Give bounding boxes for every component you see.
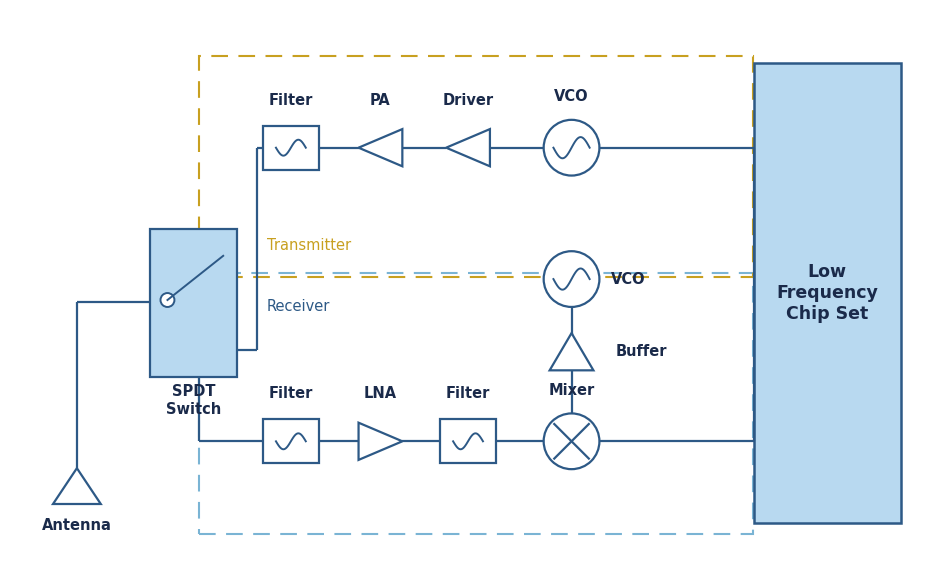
Bar xyxy=(440,419,496,463)
Circle shape xyxy=(543,413,599,469)
Circle shape xyxy=(543,120,599,176)
Text: Buffer: Buffer xyxy=(616,344,667,359)
Text: Receiver: Receiver xyxy=(267,299,331,315)
Text: Antenna: Antenna xyxy=(42,518,112,534)
Text: Mixer: Mixer xyxy=(548,383,595,397)
Bar xyxy=(149,230,238,377)
Circle shape xyxy=(543,251,599,307)
Polygon shape xyxy=(358,129,403,166)
Polygon shape xyxy=(550,333,594,370)
Text: VCO: VCO xyxy=(612,272,646,286)
Text: Driver: Driver xyxy=(443,93,494,108)
Text: VCO: VCO xyxy=(554,89,589,104)
Bar xyxy=(200,56,752,277)
Polygon shape xyxy=(53,468,101,504)
Polygon shape xyxy=(358,423,403,460)
Text: PA: PA xyxy=(370,93,390,108)
Polygon shape xyxy=(446,129,490,166)
Bar xyxy=(263,126,319,170)
Text: Transmitter: Transmitter xyxy=(267,238,352,253)
Circle shape xyxy=(161,293,175,307)
Text: LNA: LNA xyxy=(364,386,397,402)
Bar xyxy=(200,273,752,534)
Text: Filter: Filter xyxy=(269,386,314,402)
Text: SPDT
Switch: SPDT Switch xyxy=(165,384,221,417)
Text: Filter: Filter xyxy=(269,93,314,108)
Bar xyxy=(263,419,319,463)
Bar xyxy=(753,63,901,523)
Text: Low
Frequency
Chip Set: Low Frequency Chip Set xyxy=(776,263,878,323)
Text: Filter: Filter xyxy=(446,386,490,402)
